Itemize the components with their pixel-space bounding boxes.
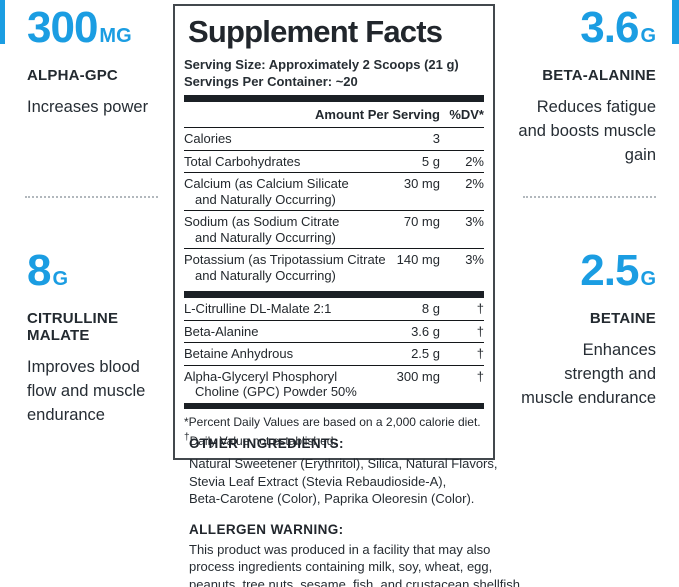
benefit-unit: G <box>640 268 656 290</box>
benefit-betaine: 2.5 G BETAINE Enhances strength and muscl… <box>484 249 656 410</box>
benefit-name: BETAINE <box>589 310 656 327</box>
row-dv: † <box>476 301 484 316</box>
row-amount: 5 g <box>421 153 440 169</box>
row-amount: 3.6 g <box>411 323 440 339</box>
row-name: L-Citrulline DL-Malate 2:1 <box>184 301 332 316</box>
row-name: Betaine Anhydrous <box>184 346 294 361</box>
table-row: Total Carbohydrates 5 g 2% <box>184 149 484 173</box>
row-dv: 3% <box>465 252 484 267</box>
benefit-beta-alanine: 3.6 G BETA-ALANINE Reduces fatigue and bo… <box>488 6 656 167</box>
column-header-amount: Amount Per Serving <box>315 107 440 122</box>
row-name: Sodium (as Sodium Citrate and Naturally O… <box>184 214 340 245</box>
accent-bar <box>672 0 679 44</box>
row-amount: 300 mg <box>396 368 440 384</box>
row-name: Calcium (as Calcium Silicate and Naturall… <box>184 176 349 207</box>
benefit-description: Improves blood flow and muscle endurance <box>27 358 146 424</box>
row-name: Beta-Alanine <box>184 323 259 339</box>
benefit-alpha-gpc: 300 MG ALPHA-GPC Increases power <box>27 6 169 119</box>
benefit-unit: MG <box>99 25 132 47</box>
divider-thick <box>184 291 484 298</box>
row-name: Potassium (as Tripotassium Citrate and Na… <box>184 252 386 283</box>
row-dv: 3% <box>465 214 484 229</box>
benefit-unit: G <box>52 268 69 290</box>
other-ingredients-text: Natural Sweetener (Erythritol), Silica, … <box>189 456 498 506</box>
row-amount: 3 <box>432 131 440 146</box>
row-dv: 2% <box>465 176 484 191</box>
dotted-divider <box>523 196 656 198</box>
allergen-warning-text: This product was produced in a facility … <box>189 541 524 587</box>
other-ingredients: OTHER INGREDIENTS: Natural Sweetener (Er… <box>189 436 554 508</box>
benefit-description: Enhances strength and muscle endurance <box>521 341 656 407</box>
allergen-warning-heading: ALLERGEN WARNING: <box>189 521 344 537</box>
footnote-dv: *Percent Daily Values are based on a 2,0… <box>184 414 481 429</box>
servings-per-container: Servings Per Container: ~20 <box>184 74 358 89</box>
row-amount: 8 g <box>421 301 440 316</box>
table-row: Betaine Anhydrous 2.5 g † <box>184 342 484 365</box>
column-header-dv: %DV* <box>449 107 484 122</box>
footnotes: *Percent Daily Values are based on a 2,0… <box>184 414 484 449</box>
table-row: Calcium (as Calcium Silicate and Naturall… <box>184 172 484 210</box>
row-amount: 30 mg <box>403 176 440 191</box>
benefit-name: ALPHA-GPC <box>27 67 118 84</box>
table-row: L-Citrulline DL-Malate 2:1 8 g † <box>184 298 484 320</box>
row-dv: 2% <box>465 153 484 169</box>
row-dv <box>440 131 484 147</box>
row-dv: † <box>476 368 484 384</box>
row-name: Calories <box>184 131 232 146</box>
benefit-name: CITRULLINE MALATE <box>27 310 119 344</box>
benefit-name: BETA-ALANINE <box>542 67 656 84</box>
benefit-unit: G <box>640 25 656 47</box>
benefit-description: Reduces fatigue and boosts muscle gain <box>518 98 656 164</box>
benefit-value: 3.6 G <box>580 3 656 52</box>
table-section-main: Calories 3 Total Carbohydrates 5 g 2% Ca… <box>184 128 484 286</box>
row-dv: † <box>476 346 484 361</box>
benefit-description: Increases power <box>27 98 149 116</box>
row-name: Alpha-Glyceryl Phosphoryl Choline (GPC) P… <box>184 368 357 400</box>
dotted-divider <box>25 196 158 198</box>
accent-bar <box>0 0 5 44</box>
row-amount: 140 mg <box>396 252 440 267</box>
benefit-value: 2.5 G <box>580 246 656 295</box>
allergen-warning: ALLERGEN WARNING: This product was produ… <box>189 522 554 587</box>
row-amount: 2.5 g <box>411 346 440 361</box>
table-header-row: Amount Per Serving %DV* <box>184 102 484 128</box>
footnote-dagger: †Daily Value not established. <box>184 431 337 448</box>
table-row: Alpha-Glyceryl Phosphoryl Choline (GPC) P… <box>184 364 484 403</box>
table-section-actives: L-Citrulline DL-Malate 2:1 8 g † Beta-Al… <box>184 298 484 403</box>
bottom-text: OTHER INGREDIENTS: Natural Sweetener (Er… <box>189 436 554 587</box>
divider-thick <box>184 402 484 409</box>
supplement-facts-panel: Supplement Facts Serving Size: Approxima… <box>173 4 495 460</box>
row-name: Total Carbohydrates <box>184 153 301 169</box>
benefit-value: 300 MG <box>27 3 132 52</box>
table-row: Calories 3 <box>184 128 484 150</box>
panel-title: Supplement Facts <box>188 14 443 49</box>
table-row: Sodium (as Sodium Citrate and Naturally O… <box>184 210 484 248</box>
other-ingredients-heading: OTHER INGREDIENTS: <box>189 436 344 451</box>
table-row: Potassium (as Tripotassium Citrate and Na… <box>184 248 484 286</box>
divider-thick <box>184 95 484 102</box>
serving-size: Serving Size: Approximately 2 Scoops (21… <box>184 57 459 72</box>
row-dv: † <box>476 323 484 339</box>
row-amount: 70 mg <box>403 214 440 229</box>
table-row: Beta-Alanine 3.6 g † <box>184 319 484 343</box>
